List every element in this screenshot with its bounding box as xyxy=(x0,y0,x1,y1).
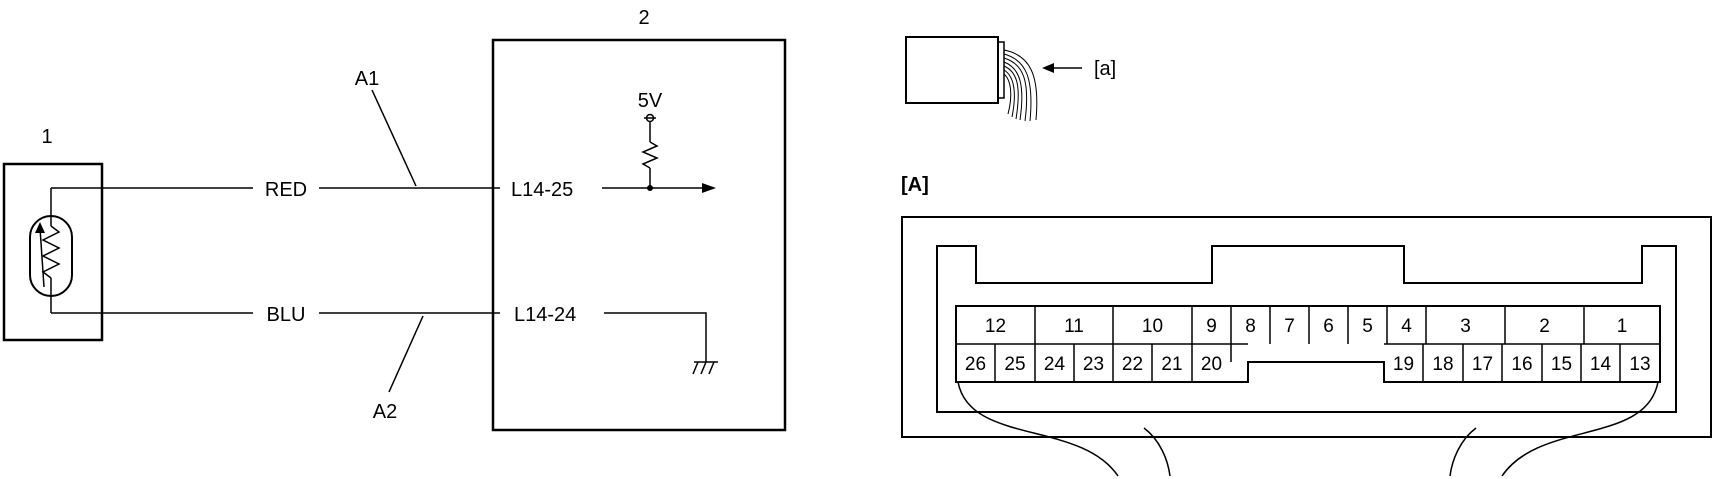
pin-label-3: 3 xyxy=(1460,316,1471,337)
pin-label-25: 25 xyxy=(1004,354,1025,375)
pin-label-19: 19 xyxy=(1393,354,1414,375)
pin-label-1: 1 xyxy=(1617,316,1628,337)
junction-dot xyxy=(647,185,653,191)
a2-label: A2 xyxy=(373,401,397,423)
connector-bottom-row: 26 25 24 23 22 21 20 19 18 17 16 15 14 13 xyxy=(965,344,1651,382)
pin-label-7: 7 xyxy=(1284,316,1295,337)
pin-label-18: 18 xyxy=(1432,354,1453,375)
pin-label-23: 23 xyxy=(1083,354,1104,375)
pin-label-10: 10 xyxy=(1142,316,1163,337)
connector-outer-frame xyxy=(901,216,1712,438)
signal-arrow-icon xyxy=(702,183,716,193)
module-number-label: 2 xyxy=(638,7,649,29)
pull-up-resistor-icon xyxy=(641,141,659,169)
connector-shell-outline xyxy=(936,245,1677,413)
terminal-l14-24: L14-24 xyxy=(514,304,576,326)
pin-label-17: 17 xyxy=(1472,354,1493,375)
pin-label-13: 13 xyxy=(1629,354,1650,375)
pin-label-6: 6 xyxy=(1323,316,1334,337)
a1-leader-line xyxy=(371,89,417,187)
sensor-housing xyxy=(2,162,104,342)
pin-label-21: 21 xyxy=(1161,354,1182,375)
a1-label: A1 xyxy=(355,68,379,90)
pin-label-24: 24 xyxy=(1044,354,1066,375)
pin-label-12: 12 xyxy=(985,316,1006,337)
pin-label-11: 11 xyxy=(1064,316,1084,337)
harness-wires xyxy=(957,381,1659,477)
pin-label-26: 26 xyxy=(965,354,986,375)
pin-label-20: 20 xyxy=(1201,354,1222,375)
pin-label-16: 16 xyxy=(1511,354,1532,375)
blu-wire-label: BLU xyxy=(267,304,306,326)
sensor-number-label: 1 xyxy=(41,126,52,148)
pin-label-22: 22 xyxy=(1122,354,1143,375)
terminal-l14-25: L14-25 xyxy=(511,179,573,201)
pin-label-8: 8 xyxy=(1245,316,1256,337)
a2-leader-line xyxy=(388,315,424,393)
callout-label: [a] xyxy=(1094,58,1116,80)
connector-side-view-icon xyxy=(905,36,1038,122)
red-wire-label: RED xyxy=(265,179,307,201)
pin-label-2: 2 xyxy=(1539,316,1550,337)
callout-arrow-icon xyxy=(1042,63,1054,73)
connector-top-row: 12 11 10 9 8 7 6 5 4 3 2 1 xyxy=(985,306,1627,344)
thermistor-symbol-icon xyxy=(35,188,61,313)
pin-label-5: 5 xyxy=(1362,316,1373,337)
pin-label-15: 15 xyxy=(1551,354,1572,375)
module-housing xyxy=(491,38,787,432)
ground-icon xyxy=(692,361,718,375)
connector-title: [A] xyxy=(901,174,929,196)
connector-pin-block-outline xyxy=(955,305,1661,383)
supply-voltage-label: 5V xyxy=(638,90,663,112)
pin-label-14: 14 xyxy=(1590,354,1612,375)
pin-label-9: 9 xyxy=(1206,316,1217,337)
pin-label-4: 4 xyxy=(1401,316,1412,337)
